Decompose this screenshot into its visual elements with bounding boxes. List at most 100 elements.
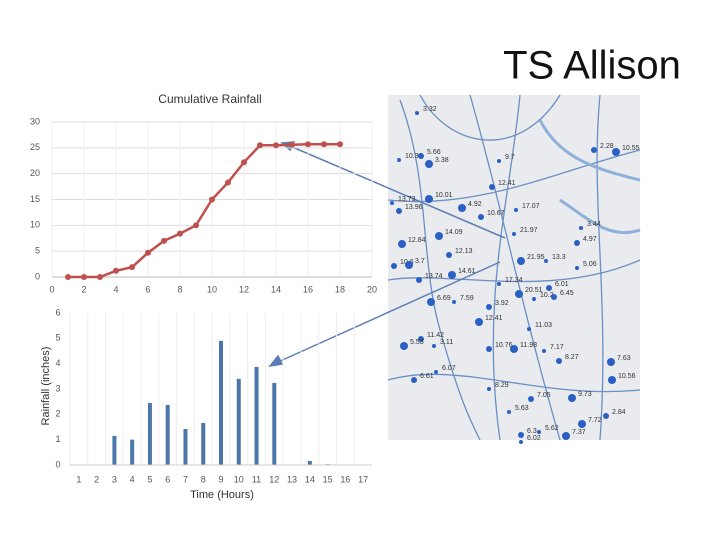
x-axis-label: Time (Hours)	[190, 489, 254, 501]
map-label: 8.27	[565, 354, 579, 361]
map-label: 14.09	[445, 229, 463, 236]
map-dot	[607, 358, 615, 366]
map-label: 5.53	[410, 339, 424, 346]
point	[129, 264, 135, 271]
map-label: 13.3	[552, 254, 566, 261]
map-dot	[608, 376, 616, 384]
map-dot	[497, 159, 501, 163]
map-label: 5.66	[427, 149, 441, 156]
bar	[236, 378, 241, 465]
map-label: 12.84	[408, 237, 426, 244]
x-tick-label: 14	[305, 474, 315, 484]
map-label: 11.03	[535, 322, 552, 329]
x-tick-label: 2	[81, 284, 86, 294]
map-dot	[489, 184, 495, 190]
y-tick-label: 1	[55, 434, 60, 444]
map-label: 3.44	[587, 221, 601, 228]
map-label: 10.76	[495, 342, 513, 349]
map-label: 6.61	[420, 373, 434, 380]
y-axis-label: Rainfall (inches)	[40, 347, 52, 426]
map-dot	[568, 394, 576, 402]
map-dot	[448, 271, 456, 279]
map-dot	[475, 318, 483, 326]
map-dot	[434, 370, 438, 374]
map-label: 12.41	[485, 315, 503, 322]
map-label: 6.02	[527, 435, 541, 442]
map-label: 8.29	[495, 382, 509, 389]
x-tick-label: 5	[147, 474, 152, 484]
bar	[130, 439, 135, 465]
point	[273, 142, 279, 149]
bar	[307, 460, 312, 465]
map-dot	[528, 396, 534, 402]
x-tick-label: 3	[112, 474, 117, 484]
map-label: 20.51	[525, 287, 543, 294]
x-tick-label: 15	[323, 474, 333, 484]
map-dot	[497, 282, 501, 286]
map-water	[538, 119, 641, 235]
map-label: 10.01	[435, 192, 453, 199]
map-label: 9.7	[505, 154, 515, 161]
x-tick-label: 20	[367, 284, 377, 294]
map-dot	[391, 263, 397, 269]
map-dot	[398, 240, 406, 248]
map-label: 7.59	[460, 295, 474, 302]
map-label: 13.96	[405, 204, 423, 211]
map-dot	[514, 208, 518, 212]
map-dot	[562, 432, 570, 440]
bar	[147, 402, 152, 465]
map-dot	[432, 344, 436, 348]
x-tick-label: 18	[335, 284, 345, 294]
map-label: 10.39	[405, 153, 423, 160]
map-dot	[396, 208, 402, 214]
y-tick-label: 0	[55, 459, 60, 469]
arrow	[277, 261, 501, 363]
map-dot	[574, 240, 580, 246]
y-tick-label: 0	[35, 271, 40, 281]
map-dot	[556, 358, 562, 364]
map-dot	[515, 290, 523, 298]
y-tick-label: 30	[30, 116, 40, 126]
map-label: 5.63	[515, 405, 529, 412]
y-tick-label: 20	[30, 168, 40, 178]
bar	[183, 429, 188, 465]
point	[81, 274, 87, 280]
x-tick-label: 4	[113, 284, 118, 294]
map-label: 6.45	[560, 290, 574, 297]
map-dot	[591, 147, 597, 153]
bar	[219, 340, 223, 465]
chart-title: Cumulative Rainfall	[158, 92, 261, 106]
map-dot	[425, 160, 433, 168]
x-tick-label: 12	[269, 474, 279, 484]
map-label: 6.3	[527, 428, 537, 435]
map-label: 17.07	[522, 203, 540, 210]
map-dot	[579, 226, 583, 230]
y-tick-label: 5	[55, 333, 60, 343]
map-dot	[575, 266, 579, 270]
map-dot	[519, 440, 523, 444]
bar	[254, 366, 259, 465]
map-label: 17.34	[505, 277, 523, 284]
map-dot	[551, 294, 557, 300]
x-tick-label: 0	[49, 284, 54, 294]
map-label: 13.73	[398, 196, 416, 203]
line	[68, 142, 340, 279]
map-dot	[532, 297, 536, 301]
x-tick-label: 6	[145, 284, 150, 294]
map-dot	[507, 410, 511, 414]
map-dot	[486, 346, 492, 352]
map-dot	[416, 277, 422, 283]
point	[177, 230, 183, 237]
point	[241, 159, 247, 166]
map-dot	[435, 232, 443, 240]
map-dot	[478, 214, 484, 220]
x-tick-label: 10	[234, 474, 244, 484]
map-label: 9.73	[578, 391, 592, 398]
map-label: 21.97	[520, 227, 538, 234]
map-label: 11.42	[427, 332, 444, 339]
map-dot	[390, 201, 394, 205]
point	[209, 196, 215, 203]
map-dot	[527, 327, 531, 331]
map-label: 7.17	[550, 344, 564, 351]
map-label: 7.72	[588, 417, 602, 424]
